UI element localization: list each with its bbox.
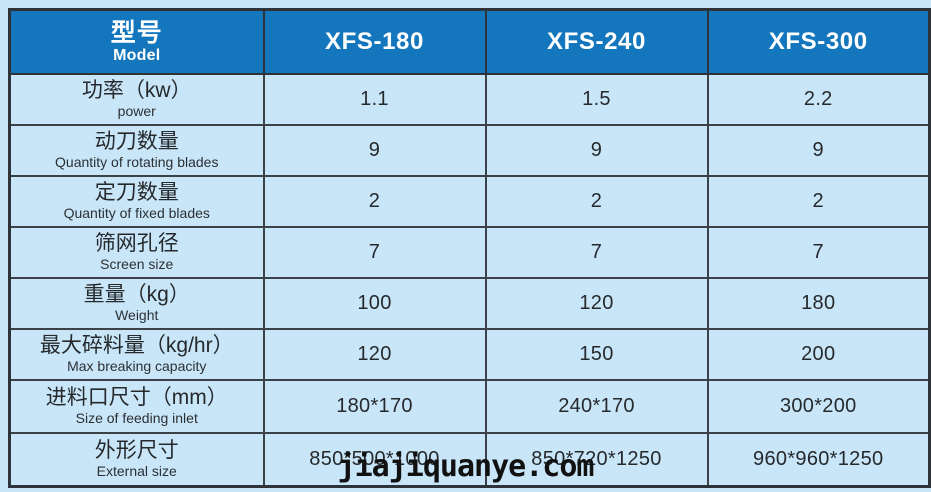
cell-rotating-blades-xfs240: 9 [484,124,709,177]
cell-max-breaking-capacity-xfs240: 150 [484,328,709,381]
row-label-screen-size: 筛网孔径 Screen size [8,226,265,279]
table-row: 动刀数量 Quantity of rotating blades 9 9 9 [8,124,931,177]
table-row: 外形尺寸 External size 850*500*1000 850*720*… [8,432,931,487]
table-row: 筛网孔径 Screen size 7 7 7 [8,226,931,279]
table-row: 功率（kw） power 1.1 1.5 2.2 [8,73,931,126]
row-label-en: Size of feeding inlet [75,410,198,427]
specification-table: 型号 Model XFS-180 XFS-240 XFS-300 功率（kw） … [8,8,931,488]
row-label-weight: 重量（kg） Weight [8,277,265,330]
row-label-cn: 最大碎料量（kg/hr） [39,334,234,358]
row-label-en: Screen size [100,256,174,273]
row-label-max-breaking-capacity: 最大碎料量（kg/hr） Max breaking capacity [8,328,265,381]
row-label-en: power [117,103,156,120]
header-cell-model-3: XFS-300 [706,8,931,75]
row-label-cn: 重量（kg） [83,283,190,307]
row-label-cn: 动刀数量 [94,130,179,154]
cell-external-size-xfs300: 960*960*1250 [706,432,931,487]
table-row: 进料口尺寸（mm） Size of feeding inlet 180*170 … [8,379,931,434]
header-cell-model-2: XFS-240 [484,8,709,75]
table-row: 定刀数量 Quantity of fixed blades 2 2 2 [8,175,931,228]
cell-fixed-blades-xfs180: 2 [262,175,487,228]
cell-feeding-inlet-xfs240: 240*170 [484,379,709,434]
header-cell-model-label: 型号 Model [8,8,265,75]
table-body: 功率（kw） power 1.1 1.5 2.2 动刀数量 Quantity o… [8,73,931,487]
row-label-en: External size [96,463,177,480]
cell-external-size-xfs240: 850*720*1250 [484,432,709,487]
row-label-en: Max breaking capacity [67,358,207,375]
row-label-cn: 外形尺寸 [94,438,179,462]
table-row: 重量（kg） Weight 100 120 180 [8,277,931,330]
cell-power-xfs300: 2.2 [706,73,931,126]
row-label-en: Weight [115,307,159,324]
header-model-label-cn: 型号 [110,18,163,47]
row-label-cn: 筛网孔径 [94,232,179,256]
cell-fixed-blades-xfs300: 2 [706,175,931,228]
table-head: 型号 Model XFS-180 XFS-240 XFS-300 [8,8,931,75]
row-label-power: 功率（kw） power [8,73,265,126]
table-row: 最大碎料量（kg/hr） Max breaking capacity 120 1… [8,328,931,381]
cell-rotating-blades-xfs300: 9 [706,124,931,177]
row-label-feeding-inlet: 进料口尺寸（mm） Size of feeding inlet [8,379,265,434]
cell-weight-xfs240: 120 [484,277,709,330]
cell-screen-size-xfs300: 7 [706,226,931,279]
row-label-external-size: 外形尺寸 External size [8,432,265,487]
cell-feeding-inlet-xfs180: 180*170 [262,379,487,434]
header-model-label-en: Model [113,46,161,64]
row-label-rotating-blades: 动刀数量 Quantity of rotating blades [8,124,265,177]
table-header-row: 型号 Model XFS-180 XFS-240 XFS-300 [8,8,931,75]
cell-weight-xfs300: 180 [706,277,931,330]
cell-screen-size-xfs240: 7 [484,226,709,279]
cell-power-xfs180: 1.1 [262,73,487,126]
header-model-2: XFS-240 [547,28,646,55]
cell-max-breaking-capacity-xfs180: 120 [262,328,487,381]
header-cell-model-1: XFS-180 [262,8,487,75]
cell-screen-size-xfs180: 7 [262,226,487,279]
row-label-en: Quantity of fixed blades [63,205,210,222]
row-label-cn: 进料口尺寸（mm） [45,386,228,410]
row-label-cn: 定刀数量 [94,181,179,205]
row-label-en: Quantity of rotating blades [55,154,219,171]
header-model-1: XFS-180 [325,28,424,55]
cell-fixed-blades-xfs240: 2 [484,175,709,228]
cell-power-xfs240: 1.5 [484,73,709,126]
header-model-3: XFS-300 [768,28,868,55]
row-label-cn: 功率（kw） [81,79,192,103]
cell-max-breaking-capacity-xfs300: 200 [706,328,931,381]
cell-feeding-inlet-xfs300: 300*200 [706,379,931,434]
cell-external-size-xfs180: 850*500*1000 [262,432,487,487]
cell-rotating-blades-xfs180: 9 [262,124,487,177]
row-label-fixed-blades: 定刀数量 Quantity of fixed blades [8,175,265,228]
cell-weight-xfs180: 100 [262,277,487,330]
